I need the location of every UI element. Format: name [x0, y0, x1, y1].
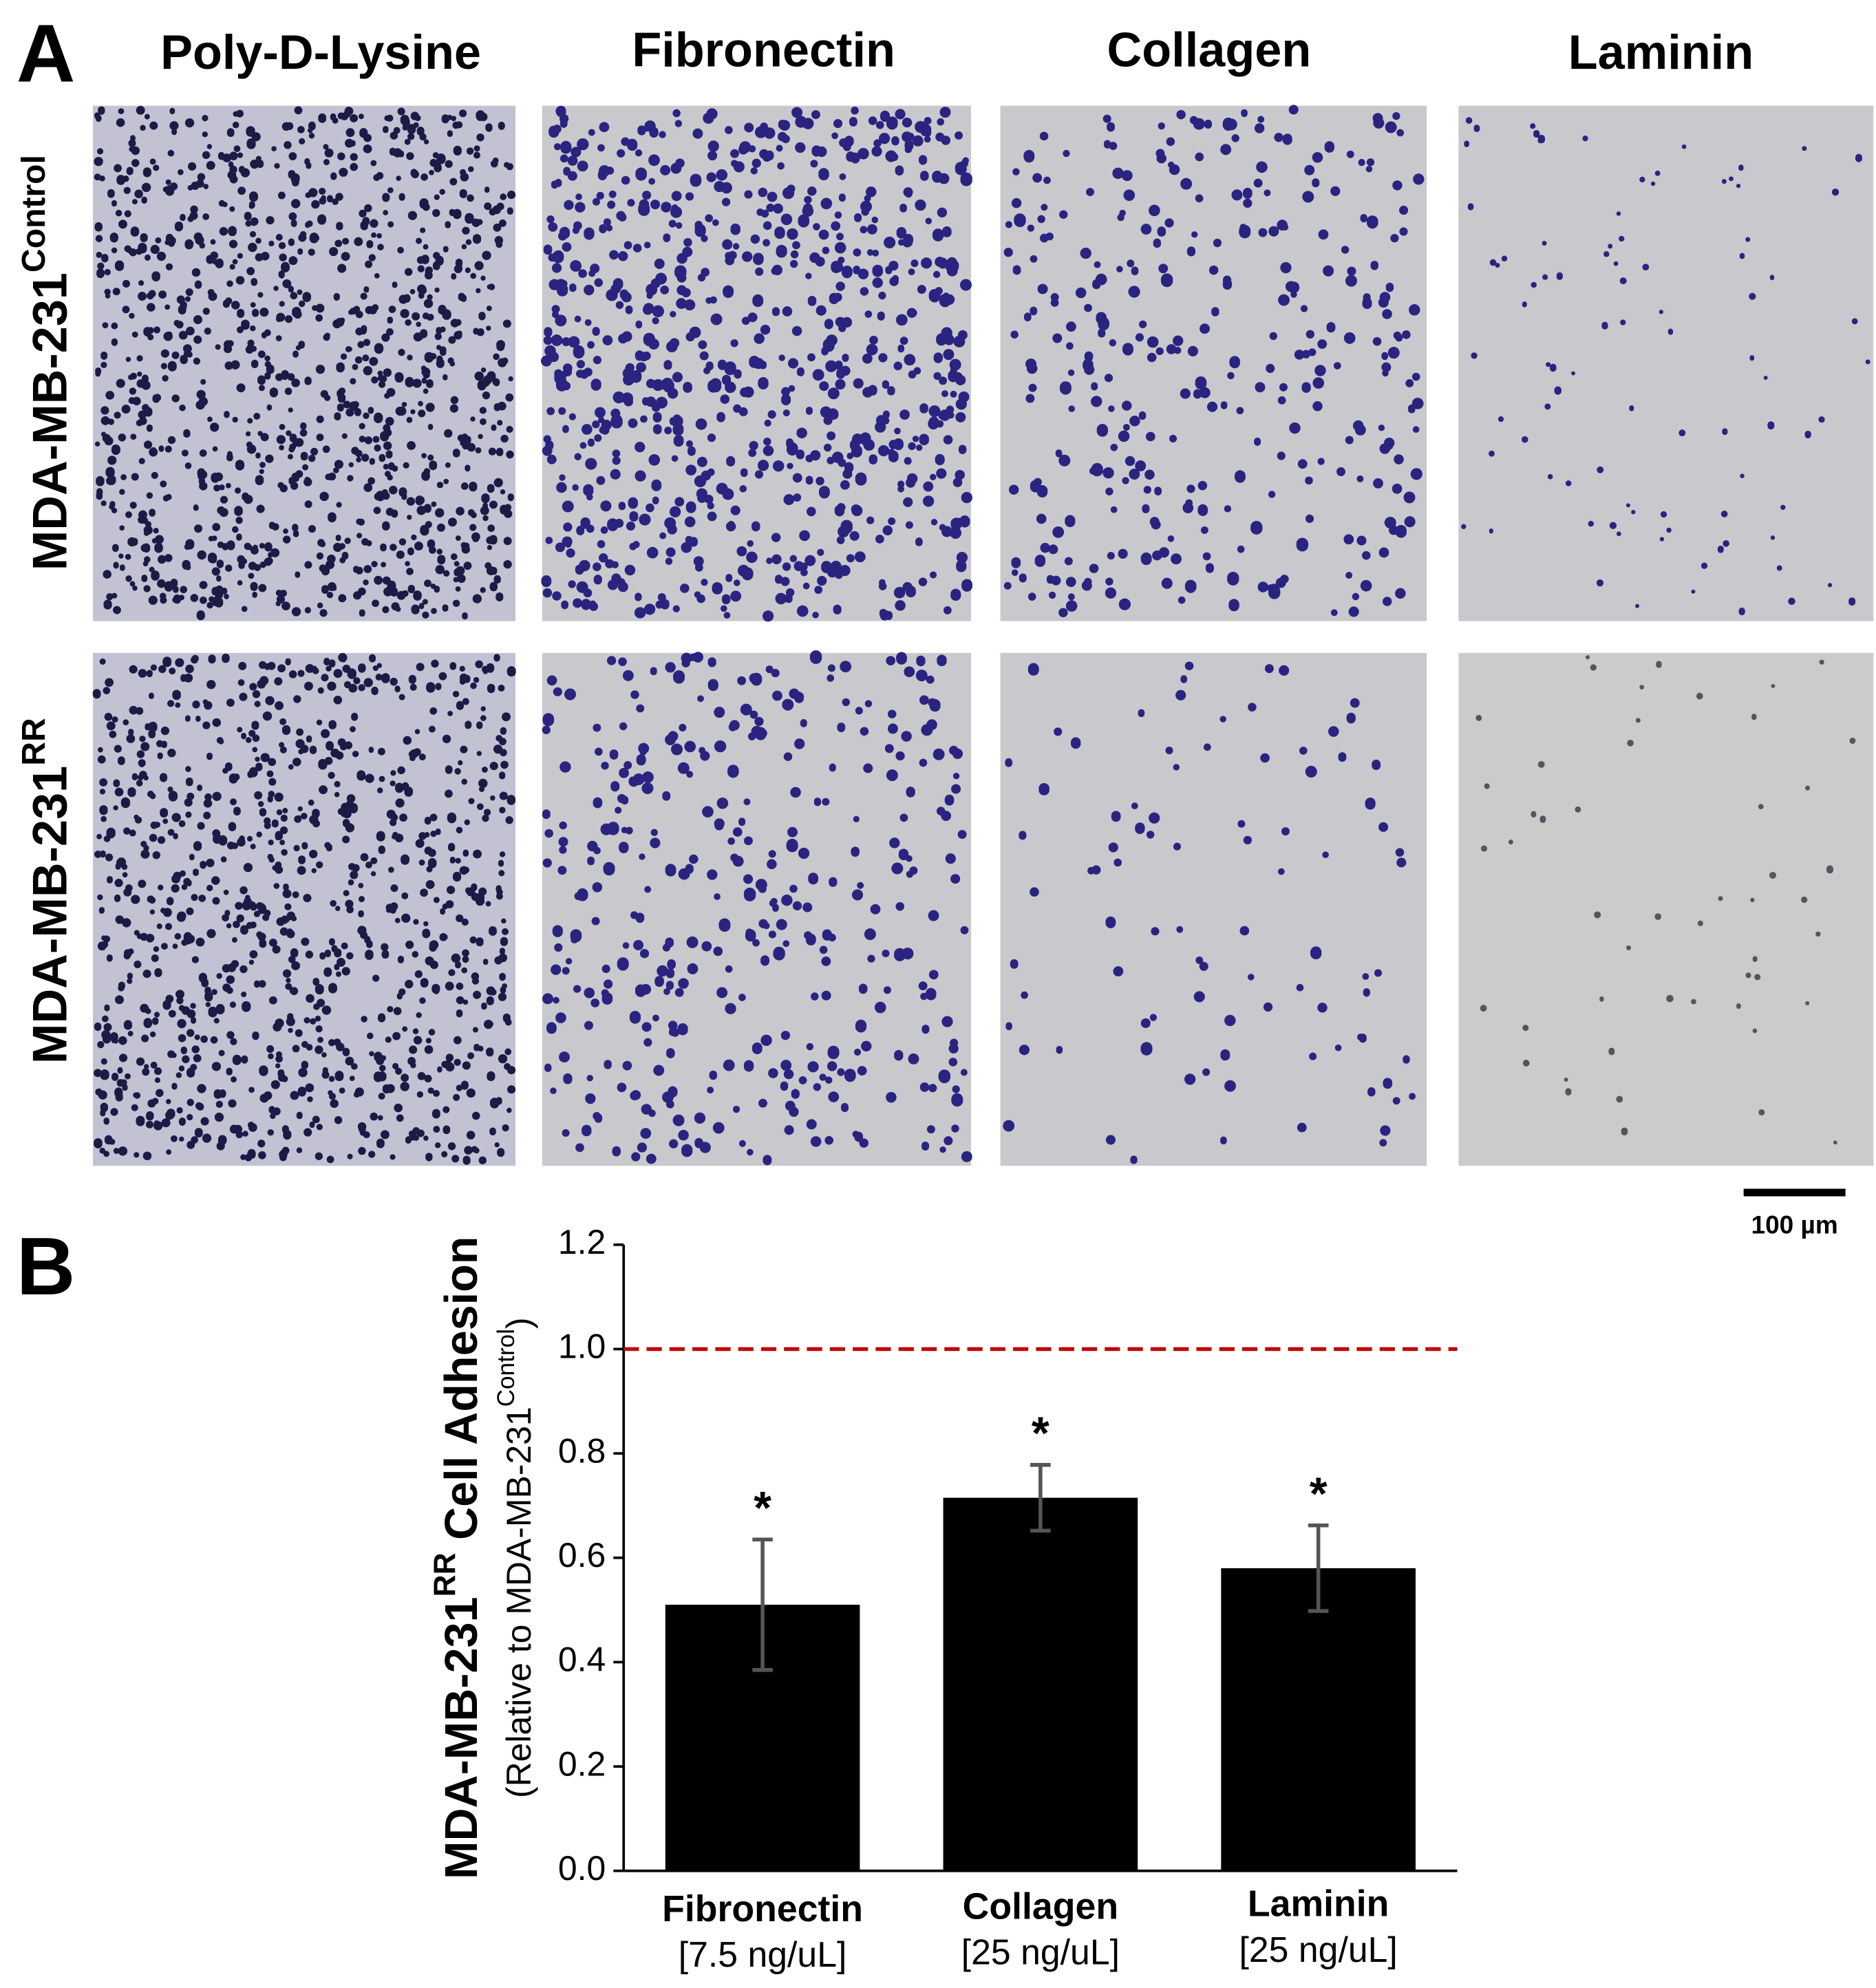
- x-tick-label: Laminin: [1248, 1883, 1389, 1925]
- cell-dots: [1003, 105, 1425, 617]
- y-subtitle-sup: Control: [493, 1329, 520, 1407]
- x-tick-note: [25 ng/uL]: [961, 1932, 1120, 1971]
- row-label: MDA-MB-231Control: [14, 155, 76, 570]
- error-bar: [1030, 1463, 1051, 1533]
- cell-dots: [92, 652, 516, 1165]
- y-axis-title: MDA-MB-231RR Cell Adhesion: [428, 1237, 487, 1879]
- y-title-part: MDA-MB-231: [436, 1596, 487, 1879]
- y-tick-label: 0.8: [558, 1431, 606, 1470]
- row-label-sup: Control: [14, 155, 52, 272]
- bar: [1221, 1568, 1416, 1871]
- bar-chart: 0.0 0.2 0.4 0.6 0.8 1.0 1.2 * Fibronectin[7.5 ng…: [558, 1223, 1458, 1974]
- micrograph: [1458, 105, 1874, 621]
- column-label: Poly-D-Lysine: [160, 25, 481, 79]
- cell-dots: [540, 105, 973, 622]
- row-label-sup: RR: [14, 718, 52, 765]
- x-tick-note: [7.5 ng/uL]: [679, 1934, 847, 1974]
- significance-marker: *: [1310, 1469, 1328, 1520]
- x-tick-label: Fibronectin: [662, 1888, 863, 1930]
- row-label-text: MDA-MB-231: [22, 766, 76, 1064]
- micrograph: [1000, 652, 1427, 1166]
- error-bar: [752, 1537, 773, 1672]
- significance-marker: *: [754, 1483, 771, 1534]
- error-bar: [1308, 1523, 1329, 1613]
- column-label: Collagen: [1107, 22, 1312, 76]
- y-axis-subtitle: (Relative to MDA-MB-231Control): [493, 1317, 538, 1798]
- y-subtitle-part: ): [500, 1317, 538, 1329]
- column-label: Laminin: [1568, 25, 1754, 79]
- bar: [943, 1497, 1138, 1871]
- scale-bar-label: 100 µm: [1751, 1211, 1838, 1239]
- y-tick-label: 0.2: [558, 1744, 606, 1783]
- y-title-part: Cell Adhesion: [436, 1237, 487, 1553]
- micrograph: [1000, 105, 1427, 621]
- y-tick-label: 1.0: [558, 1327, 606, 1366]
- y-subtitle-part: (Relative to MDA-MB-231: [500, 1407, 538, 1798]
- significance-marker: *: [1032, 1409, 1049, 1460]
- micrographs: [92, 105, 1874, 1166]
- row-label-text: MDA-MB-231: [22, 272, 76, 570]
- panel-letter: B: [17, 1221, 75, 1312]
- y-tick-label: 0.6: [558, 1536, 606, 1574]
- cell-dots: [1461, 117, 1870, 616]
- y-title-sup: RR: [428, 1552, 462, 1596]
- y-tick-label: 0.0: [558, 1849, 606, 1888]
- x-tick-note: [25 ng/uL]: [1239, 1930, 1398, 1969]
- panel-letter: A: [17, 8, 75, 99]
- cell-dots: [94, 105, 516, 621]
- column-label: Fibronectin: [632, 22, 895, 76]
- y-tick-label: 1.2: [558, 1223, 606, 1261]
- y-tick-label: 0.4: [558, 1640, 606, 1679]
- cell-dots: [542, 650, 972, 1166]
- x-tick-label: Collagen: [963, 1885, 1118, 1927]
- micrograph: [1458, 652, 1874, 1166]
- row-label: MDA-MB-231RR: [14, 718, 76, 1064]
